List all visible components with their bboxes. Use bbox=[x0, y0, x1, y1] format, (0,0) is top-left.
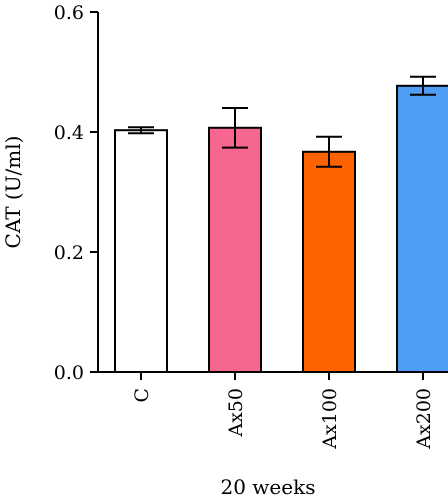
bar-ax100 bbox=[302, 150, 356, 373]
x-tick-label: Ax50 bbox=[225, 388, 247, 438]
bar-ax50 bbox=[208, 126, 262, 373]
x-axis-ticks: C Ax50 Ax100 Ax200 bbox=[131, 372, 435, 450]
bar-ax200 bbox=[396, 84, 448, 374]
y-tick-label: 0.0 bbox=[54, 362, 84, 384]
bar-c bbox=[114, 129, 168, 373]
x-tick-label: Ax200 bbox=[413, 388, 435, 450]
y-axis-ticks: 0.0 0.2 0.4 0.6 bbox=[54, 2, 98, 384]
y-axis-label: CAT (U/ml) bbox=[1, 136, 25, 249]
plot-area bbox=[114, 75, 448, 374]
y-tick-label: 0.4 bbox=[54, 122, 84, 144]
y-tick-label: 0.2 bbox=[54, 242, 84, 264]
x-tick-label: C bbox=[131, 388, 153, 403]
y-tick-label: 0.6 bbox=[54, 2, 84, 24]
x-tick-label: Ax100 bbox=[319, 388, 341, 450]
x-axis-label: 20 weeks bbox=[221, 475, 316, 499]
